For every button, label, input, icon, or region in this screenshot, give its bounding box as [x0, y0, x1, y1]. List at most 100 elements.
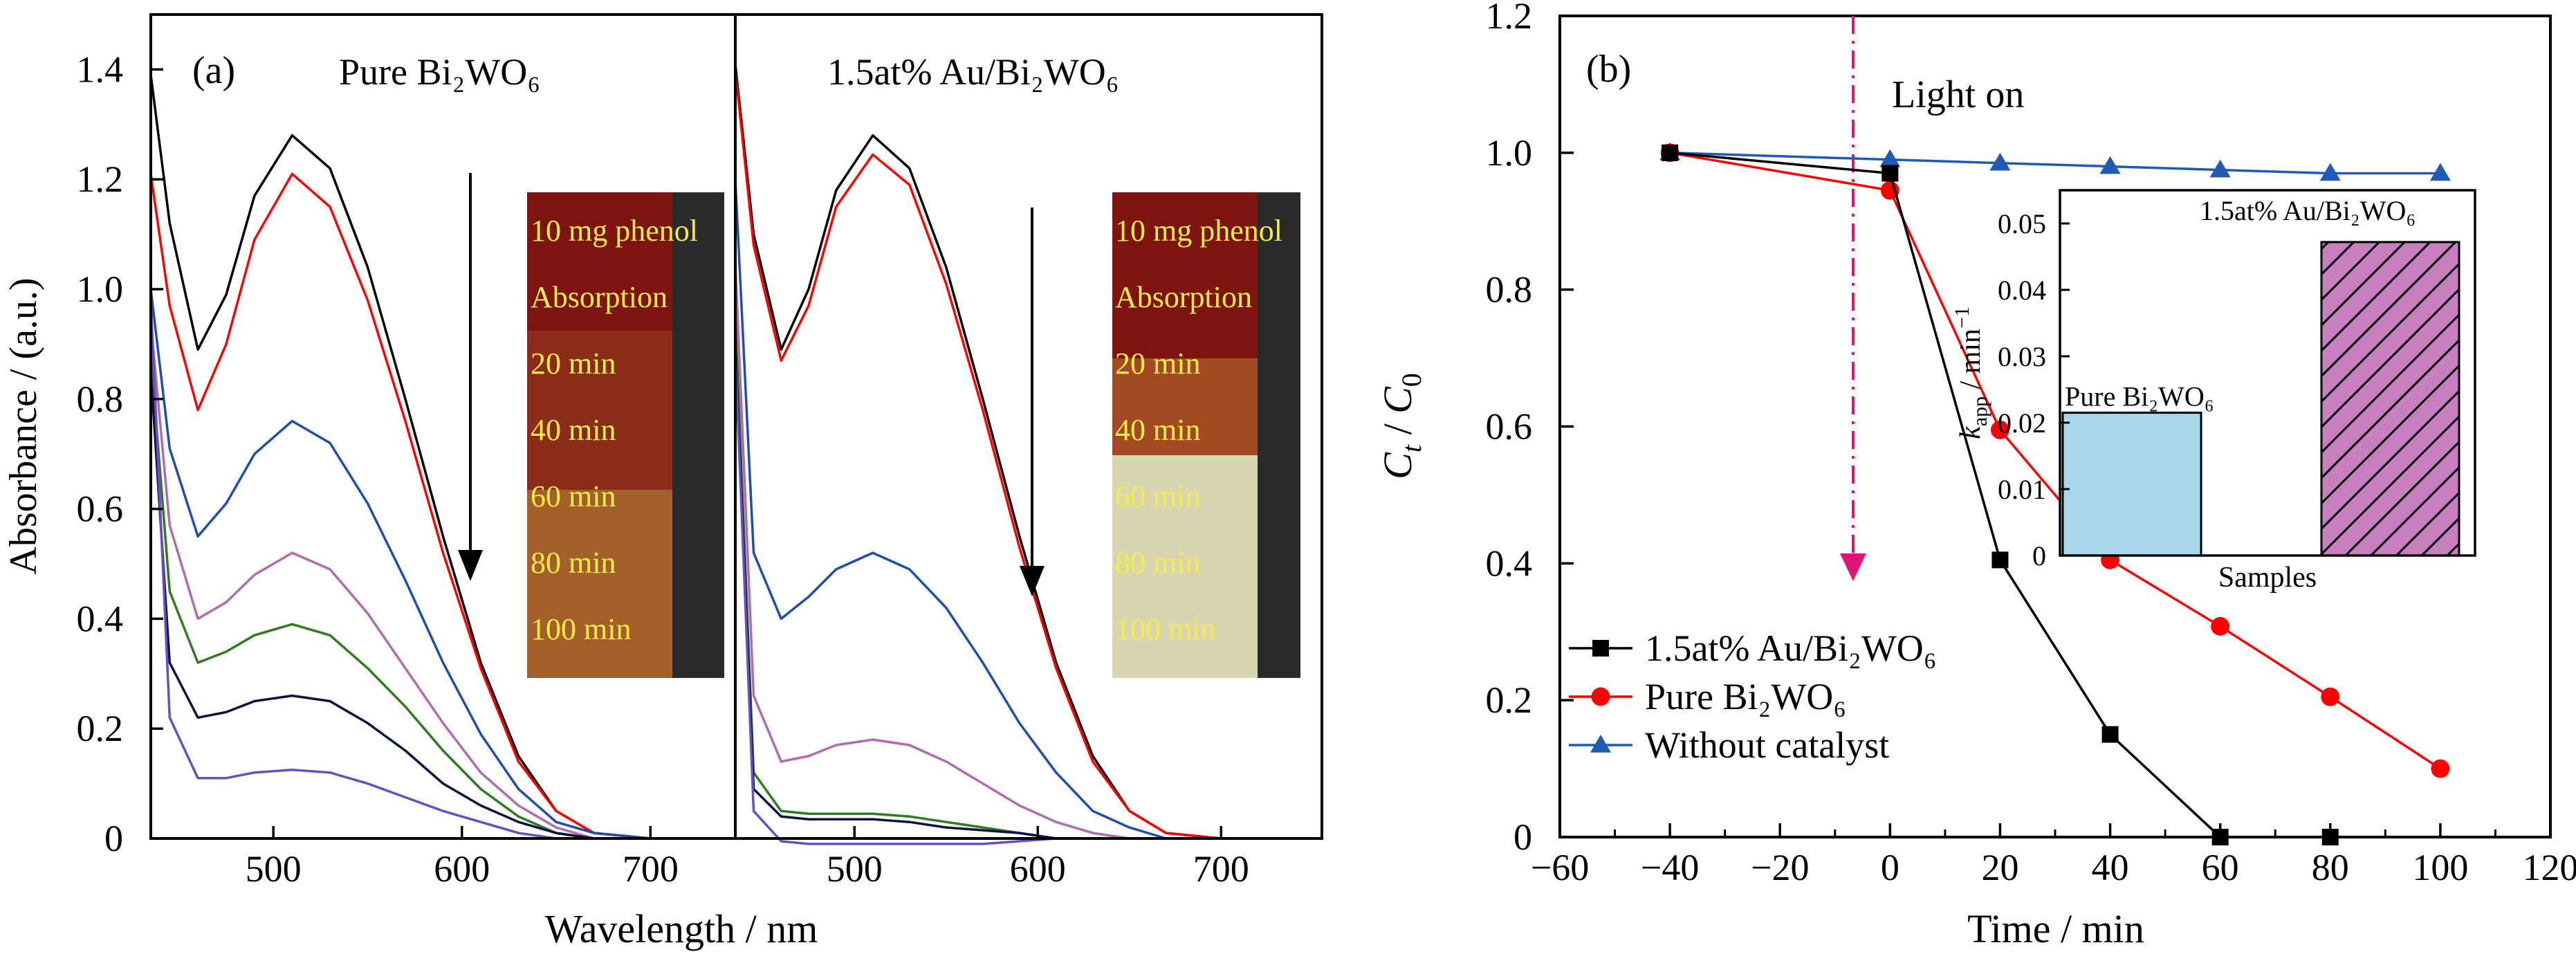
- data-point-2: [1879, 149, 1901, 167]
- trend-arrow-head-au: [1020, 566, 1045, 596]
- absorbance-curve-1-1: [734, 69, 1322, 840]
- x-tick-label-b: 20: [1981, 847, 2018, 888]
- vial-label: 60 min: [531, 479, 616, 513]
- vial-label: 100 min: [1115, 612, 1215, 646]
- series-line-0: [1669, 152, 2330, 838]
- x-tick-label-b: 40: [2092, 847, 2129, 888]
- panel-b-label: (b): [1586, 48, 1631, 91]
- y-tick-label-a: 0: [104, 818, 123, 859]
- legend-marker-0: [1592, 640, 1609, 657]
- data-point-1: [1991, 421, 2009, 439]
- y-tick-label-a: 0.6: [77, 488, 124, 530]
- data-point-2: [2099, 156, 2121, 174]
- absorbance-curve-0-5: [149, 371, 735, 840]
- x-axis-label-a: Wavelength / nm: [545, 906, 818, 951]
- legend-marker-1: [1591, 687, 1610, 706]
- data-point-2: [2429, 163, 2451, 181]
- x-tick-label-b: −40: [1641, 847, 1699, 888]
- y-tick-label-b: 0.2: [1486, 679, 1533, 721]
- inset-y-tick-label: 0.01: [1998, 474, 2046, 505]
- x-tick-label-a: 700: [623, 848, 679, 890]
- data-point-2: [2319, 163, 2341, 181]
- y-tick-label-a: 1.4: [77, 48, 124, 90]
- x-tick-label-b: 60: [2202, 847, 2239, 888]
- y-tick-label-a: 0.2: [77, 708, 124, 749]
- x-tick-label-b: 80: [2312, 847, 2349, 888]
- light-on-annotation: Light on: [1892, 73, 2024, 116]
- y-tick-label-a: 1.0: [77, 268, 124, 310]
- inset-bar-1: [2320, 241, 2460, 557]
- data-point-0: [1882, 165, 1899, 182]
- data-point-0: [2101, 726, 2119, 743]
- y-tick-label-b: 1.0: [1486, 132, 1533, 174]
- y-tick-label-a: 1.2: [77, 158, 124, 200]
- inset-bar-label-0: Pure Bi₂WO₆: [2065, 381, 2214, 412]
- trend-arrow-head-pure: [458, 550, 483, 581]
- vial-photo-pure: 10 mg phenol Absorption 20 min 40 min 60 min…: [527, 192, 724, 678]
- inset-x-label: Samples: [2218, 562, 2317, 594]
- data-point-2: [1989, 152, 2011, 171]
- y-axis-label-b: Ct / C0: [1375, 373, 1427, 479]
- subpanel-title-au: 1.5at% Au/Bi₂WO₆: [827, 51, 1119, 93]
- inset-y-label: kapp / min−1: [1951, 306, 1991, 439]
- y-tick-label-b: 1.2: [1486, 0, 1533, 37]
- x-tick-label-a: 600: [434, 848, 490, 890]
- y-tick-label-a: 0.8: [77, 378, 124, 420]
- x-tick-label-b: 100: [2412, 847, 2468, 888]
- inset-frame: [2059, 189, 2476, 557]
- x-tick-label-a: 500: [827, 848, 883, 890]
- x-tick-label-b: −60: [1531, 847, 1589, 888]
- x-axis-label-b: Time / min: [1967, 906, 2144, 951]
- data-point-0: [1991, 551, 2009, 569]
- panel-a-label: (a): [192, 49, 235, 92]
- x-tick-label-b: −20: [1751, 847, 1809, 888]
- x-tick-label-a: 500: [246, 848, 302, 890]
- vial-label: 20 min: [1115, 347, 1200, 380]
- vial-label: 10 mg phenol: [531, 214, 698, 248]
- vial-label: 40 min: [531, 413, 616, 447]
- legend: 1.5at% Au/Bi₂WO₆ Pure Bi₂WO₆ Without catal…: [1569, 627, 1937, 766]
- vial-photo-au: 10 mg phenol Absorption 20 min 40 min 60 min…: [1112, 192, 1300, 678]
- inset-y-tick-label: 0.05: [1998, 208, 2046, 239]
- data-point-0: [1662, 144, 1679, 161]
- y-axis-label-a: Absorbance / (a.u.): [2, 277, 45, 574]
- vial-label: 40 min: [1115, 413, 1200, 447]
- absorbance-curve-1-2: [734, 179, 1322, 840]
- x-tick-label-b: 0: [1881, 847, 1899, 888]
- data-point-1: [2321, 687, 2340, 706]
- panel-a: 10 mg phenol Absorption 20 min 40 min 60 min…: [2, 13, 1323, 951]
- inset-y-tick-label: 0.04: [1998, 275, 2046, 306]
- y-tick-label-b: 0.6: [1486, 406, 1533, 448]
- y-tick-label-b: 0.4: [1486, 542, 1533, 584]
- inset-y-tick-label: 0: [2032, 540, 2046, 571]
- vial-label: 10 mg phenol: [1115, 214, 1282, 248]
- y-tick-label-b: 0.8: [1486, 269, 1533, 311]
- panel-b-ticks: −60 −40 −20 0 20 40 60 80 100 120 0 0.2 0.4 0.6 0.8 1.0…: [1486, 0, 2576, 888]
- legend-label-0: 1.5at% Au/Bi₂WO₆: [1645, 627, 1937, 669]
- vial-label: 100 min: [531, 612, 631, 646]
- subpanel-title-pure: Pure Bi₂WO₆: [339, 51, 540, 93]
- legend-label-1: Pure Bi₂WO₆: [1645, 676, 1846, 717]
- panel-b-series: [1659, 142, 2451, 845]
- absorbance-curve-0-3: [149, 322, 735, 840]
- inset-bar-chart: Pure Bi₂WO₆ 1.5at% Au/Bi₂WO₆ 0 0.01 0.02 0.03…: [1951, 189, 2476, 594]
- y-tick-label-a: 0.4: [77, 598, 124, 639]
- inset-bar-0: [2061, 412, 2202, 557]
- data-point-2: [2209, 159, 2231, 178]
- x-tick-label-b: 120: [2523, 847, 2576, 888]
- absorbance-curve-0-2: [149, 288, 735, 840]
- x-tick-label-a: 700: [1193, 848, 1249, 890]
- panel-b: −60 −40 −20 0 20 40 60 80 100 120 0 0.2 0.4 0.6 0.8 1.0…: [1375, 0, 2576, 951]
- legend-label-2: Without catalyst: [1645, 724, 1889, 766]
- data-point-1: [2431, 759, 2450, 778]
- vial-label: 60 min: [1115, 479, 1200, 513]
- inset-y-tick-label: 0.03: [1998, 341, 2046, 372]
- legend-marker-2: [1590, 735, 1611, 753]
- inset-bar-label-1: 1.5at% Au/Bi₂WO₆: [2200, 195, 2416, 226]
- x-tick-label-a: 600: [1010, 848, 1066, 890]
- data-point-1: [2211, 616, 2230, 636]
- vial-label: 80 min: [1115, 546, 1200, 580]
- vial-label: Absorption: [1115, 280, 1252, 314]
- y-tick-label-b: 0: [1514, 816, 1532, 858]
